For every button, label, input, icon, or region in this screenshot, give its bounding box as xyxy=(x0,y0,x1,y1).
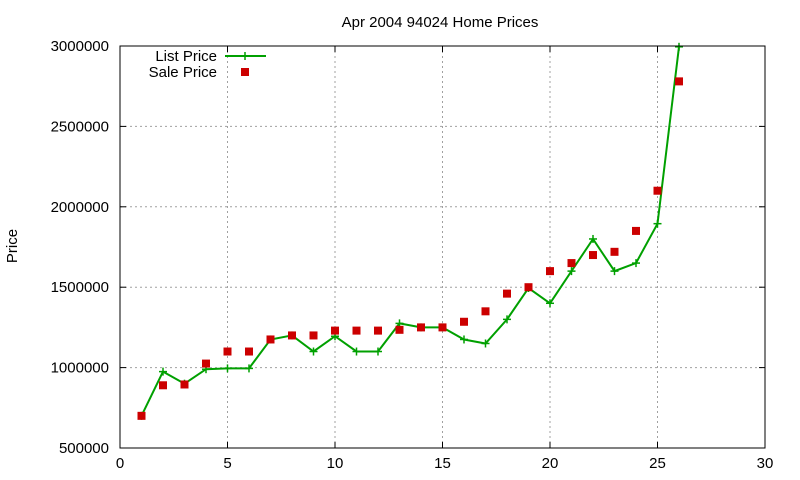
list-price-point xyxy=(374,347,382,356)
legend-marker xyxy=(241,68,249,76)
list-price-point xyxy=(309,347,318,356)
sale-price-point xyxy=(288,331,296,340)
series-0 xyxy=(137,42,683,420)
list-price-point xyxy=(245,364,253,373)
sale-price-point xyxy=(395,325,404,334)
sale-price-point xyxy=(180,380,189,389)
y-tick-label: 3000000 xyxy=(51,38,109,55)
chart-title: Apr 2004 94024 Home Prices xyxy=(342,14,539,31)
sale-price-point xyxy=(438,323,447,332)
sale-price-point xyxy=(589,251,597,260)
legend-marker xyxy=(241,52,249,60)
y-tick-label: 2000000 xyxy=(51,199,109,216)
sale-price-point xyxy=(481,307,490,316)
series-1 xyxy=(137,77,683,420)
list-price-point xyxy=(159,367,167,376)
sale-price-point xyxy=(352,326,361,335)
y-tick-label: 500000 xyxy=(59,440,109,457)
list-price-point xyxy=(632,259,640,268)
x-tick-label: 0 xyxy=(116,455,124,472)
sale-price-point xyxy=(417,323,425,332)
legend-label: Sale Price xyxy=(149,64,217,81)
y-tick-label: 1500000 xyxy=(51,279,109,296)
sale-price-point xyxy=(245,347,253,356)
sale-price-point xyxy=(610,247,619,256)
y-axis-label: Price xyxy=(4,229,21,263)
list-price-point xyxy=(546,299,554,308)
series-layer xyxy=(137,42,683,420)
list-price-point xyxy=(223,364,232,373)
list-price-point xyxy=(653,219,662,228)
list-price-line xyxy=(140,46,680,417)
list-price-point xyxy=(460,335,468,344)
y-tick-labels: 500000 1000000 1500000 2000000 2500000 300000… xyxy=(51,38,109,457)
x-tick-label: 15 xyxy=(434,455,451,472)
sale-price-point xyxy=(675,77,683,86)
sale-price-point xyxy=(223,347,232,356)
plot-frame xyxy=(119,45,766,449)
sale-price-point xyxy=(653,186,662,195)
sale-price-point xyxy=(309,331,318,340)
sale-price-point xyxy=(524,283,533,292)
list-price-point xyxy=(352,347,361,356)
legend-label: List Price xyxy=(155,48,217,65)
x-tick-label: 30 xyxy=(757,455,774,472)
sale-price-point xyxy=(460,317,468,326)
list-price-point xyxy=(503,315,511,324)
list-price-point xyxy=(610,267,619,276)
y-tick-label: 1000000 xyxy=(51,360,109,377)
sale-price-point xyxy=(331,326,339,335)
x-tick-label: 25 xyxy=(649,455,666,472)
sale-price-point xyxy=(202,359,210,368)
x-tick-label: 10 xyxy=(327,455,344,472)
sale-price-point xyxy=(159,381,167,390)
list-price-point xyxy=(481,339,490,348)
x-tick-label: 5 xyxy=(223,455,231,472)
grid xyxy=(120,46,765,448)
sale-price-point xyxy=(137,411,146,420)
y-tick-label: 2500000 xyxy=(51,118,109,135)
list-price-point xyxy=(675,42,683,51)
list-price-point xyxy=(589,234,597,243)
sale-price-point xyxy=(374,326,382,335)
sale-price-point xyxy=(567,259,576,268)
x-tick-label: 20 xyxy=(542,455,559,472)
sale-price-point xyxy=(266,335,275,344)
x-tick-labels: 0 5 10 15 20 25 30 xyxy=(116,455,774,472)
list-price-point xyxy=(567,267,576,276)
sale-price-point xyxy=(546,267,554,276)
sale-price-point xyxy=(632,226,640,235)
sale-price-point xyxy=(503,289,511,298)
